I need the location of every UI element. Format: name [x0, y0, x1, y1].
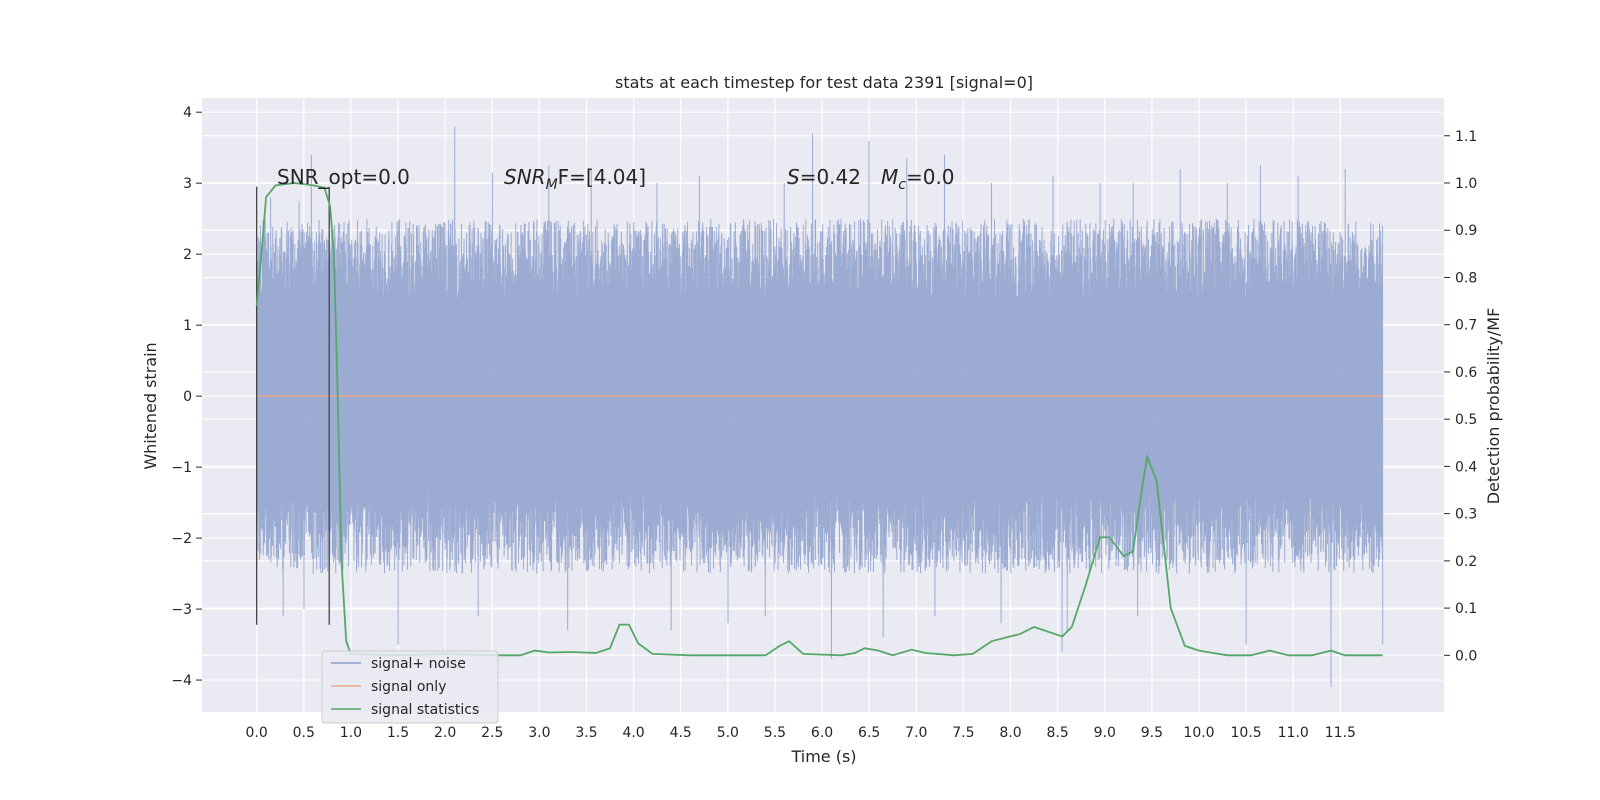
x-tick-label: 5.5	[764, 725, 786, 741]
tick-labels: 0.0 0.5 1.0 1.5 2.0 2.5 3.0 3.5 4.0 4.5 5.0 5.5 6.0 6…	[171, 105, 1477, 741]
y2-tick-label: 0.3	[1455, 507, 1477, 523]
x-tick-label: 3.5	[575, 725, 597, 741]
legend-label-signal-statistics: signal statistics	[371, 702, 479, 718]
annotation-mc: Mc=0.0	[881, 165, 955, 193]
y2-axis-label: Detection probability/MF	[1484, 308, 1503, 505]
x-tick-label: 6.5	[858, 725, 880, 741]
x-tick-label: 1.5	[387, 725, 409, 741]
y2-tick-label: 0.4	[1455, 459, 1477, 475]
x-tick-label: 4.0	[622, 725, 644, 741]
x-axis-label: Time (s)	[790, 747, 856, 766]
series-signal-noise	[256, 126, 1384, 688]
y-tick-label: −1	[171, 460, 192, 476]
y2-tick-label: 0.6	[1455, 365, 1477, 381]
y2-tick-label: 0.8	[1455, 270, 1477, 286]
y-tick-label: −3	[171, 602, 192, 618]
y2-tick-label: 1.0	[1455, 176, 1477, 192]
annotation-mc-sub: c	[898, 177, 906, 193]
x-tick-label: 7.0	[905, 725, 927, 741]
legend-label-signal-only: signal only	[371, 679, 446, 695]
y2-tick-label: 0.2	[1455, 554, 1477, 570]
x-tick-label: 3.0	[528, 725, 550, 741]
annotation-snr-mf: SNRMF=[4.04]	[504, 165, 646, 193]
signal-noise-line	[256, 126, 1384, 688]
annotation-mc-var: M	[881, 165, 898, 189]
legend-box	[321, 650, 499, 724]
annotation-snr-mf-rest: F=[4.04]	[558, 165, 646, 189]
x-tick-label: 11.5	[1325, 725, 1356, 741]
y2-tick-label: 0.0	[1455, 648, 1477, 664]
series-signal-statistics	[255, 182, 1383, 657]
x-tick-label: 10.5	[1231, 725, 1262, 741]
x-tick-label: 4.5	[670, 725, 692, 741]
signal-statistics-line	[255, 182, 1383, 657]
y-tick-label: 4	[183, 105, 192, 121]
annotation-s-var: S	[787, 165, 800, 189]
x-tick-label: 11.0	[1278, 725, 1309, 741]
legend-label-signal-noise: signal+ noise	[371, 656, 466, 672]
x-tick-label: 9.0	[1094, 725, 1116, 741]
x-tick-label: 8.0	[999, 725, 1021, 741]
x-tick-label: 2.5	[481, 725, 503, 741]
x-tick-label: 10.0	[1183, 725, 1214, 741]
x-tick-label: 1.0	[340, 725, 362, 741]
x-tick-label: 6.0	[811, 725, 833, 741]
legend: signal+ noise signal only signal statist…	[321, 650, 499, 724]
marker-lines	[256, 186, 330, 625]
x-tick-label: 9.5	[1141, 725, 1163, 741]
annotation-snr-mf-sub: M	[546, 177, 558, 193]
y2-tick-label: 0.1	[1455, 601, 1477, 617]
y-tick-label: 1	[183, 318, 192, 334]
annotation-snr-mf-base: SNR	[504, 165, 546, 189]
y-tick-label: −2	[171, 531, 192, 547]
x-tick-label: 7.5	[952, 725, 974, 741]
x-tick-label: 5.0	[717, 725, 739, 741]
y-tick-label: 0	[183, 389, 192, 405]
annotation-mc-value: =0.0	[906, 165, 955, 189]
y2-tick-label: 0.5	[1455, 412, 1477, 428]
y-tick-label: −4	[171, 673, 192, 689]
annotation-s: S=0.42	[787, 165, 861, 189]
y-tick-label: 3	[183, 176, 192, 192]
x-tick-label: 2.0	[434, 725, 456, 741]
annotation-s-value: =0.42	[800, 165, 861, 189]
chart-title: stats at each timestep for test data 239…	[615, 73, 1033, 92]
y-tick-label: 2	[183, 247, 192, 263]
annotation-snr-opt: SNR_opt=0.0	[277, 165, 410, 189]
x-tick-label: 8.5	[1047, 725, 1069, 741]
y2-tick-label: 1.1	[1455, 129, 1477, 145]
y-axis-label: Whitened strain	[141, 342, 160, 469]
x-tick-label: 0.0	[246, 725, 268, 741]
y2-tick-label: 0.9	[1455, 223, 1477, 239]
y2-tick-label: 0.7	[1455, 318, 1477, 334]
x-tick-label: 0.5	[293, 725, 315, 741]
